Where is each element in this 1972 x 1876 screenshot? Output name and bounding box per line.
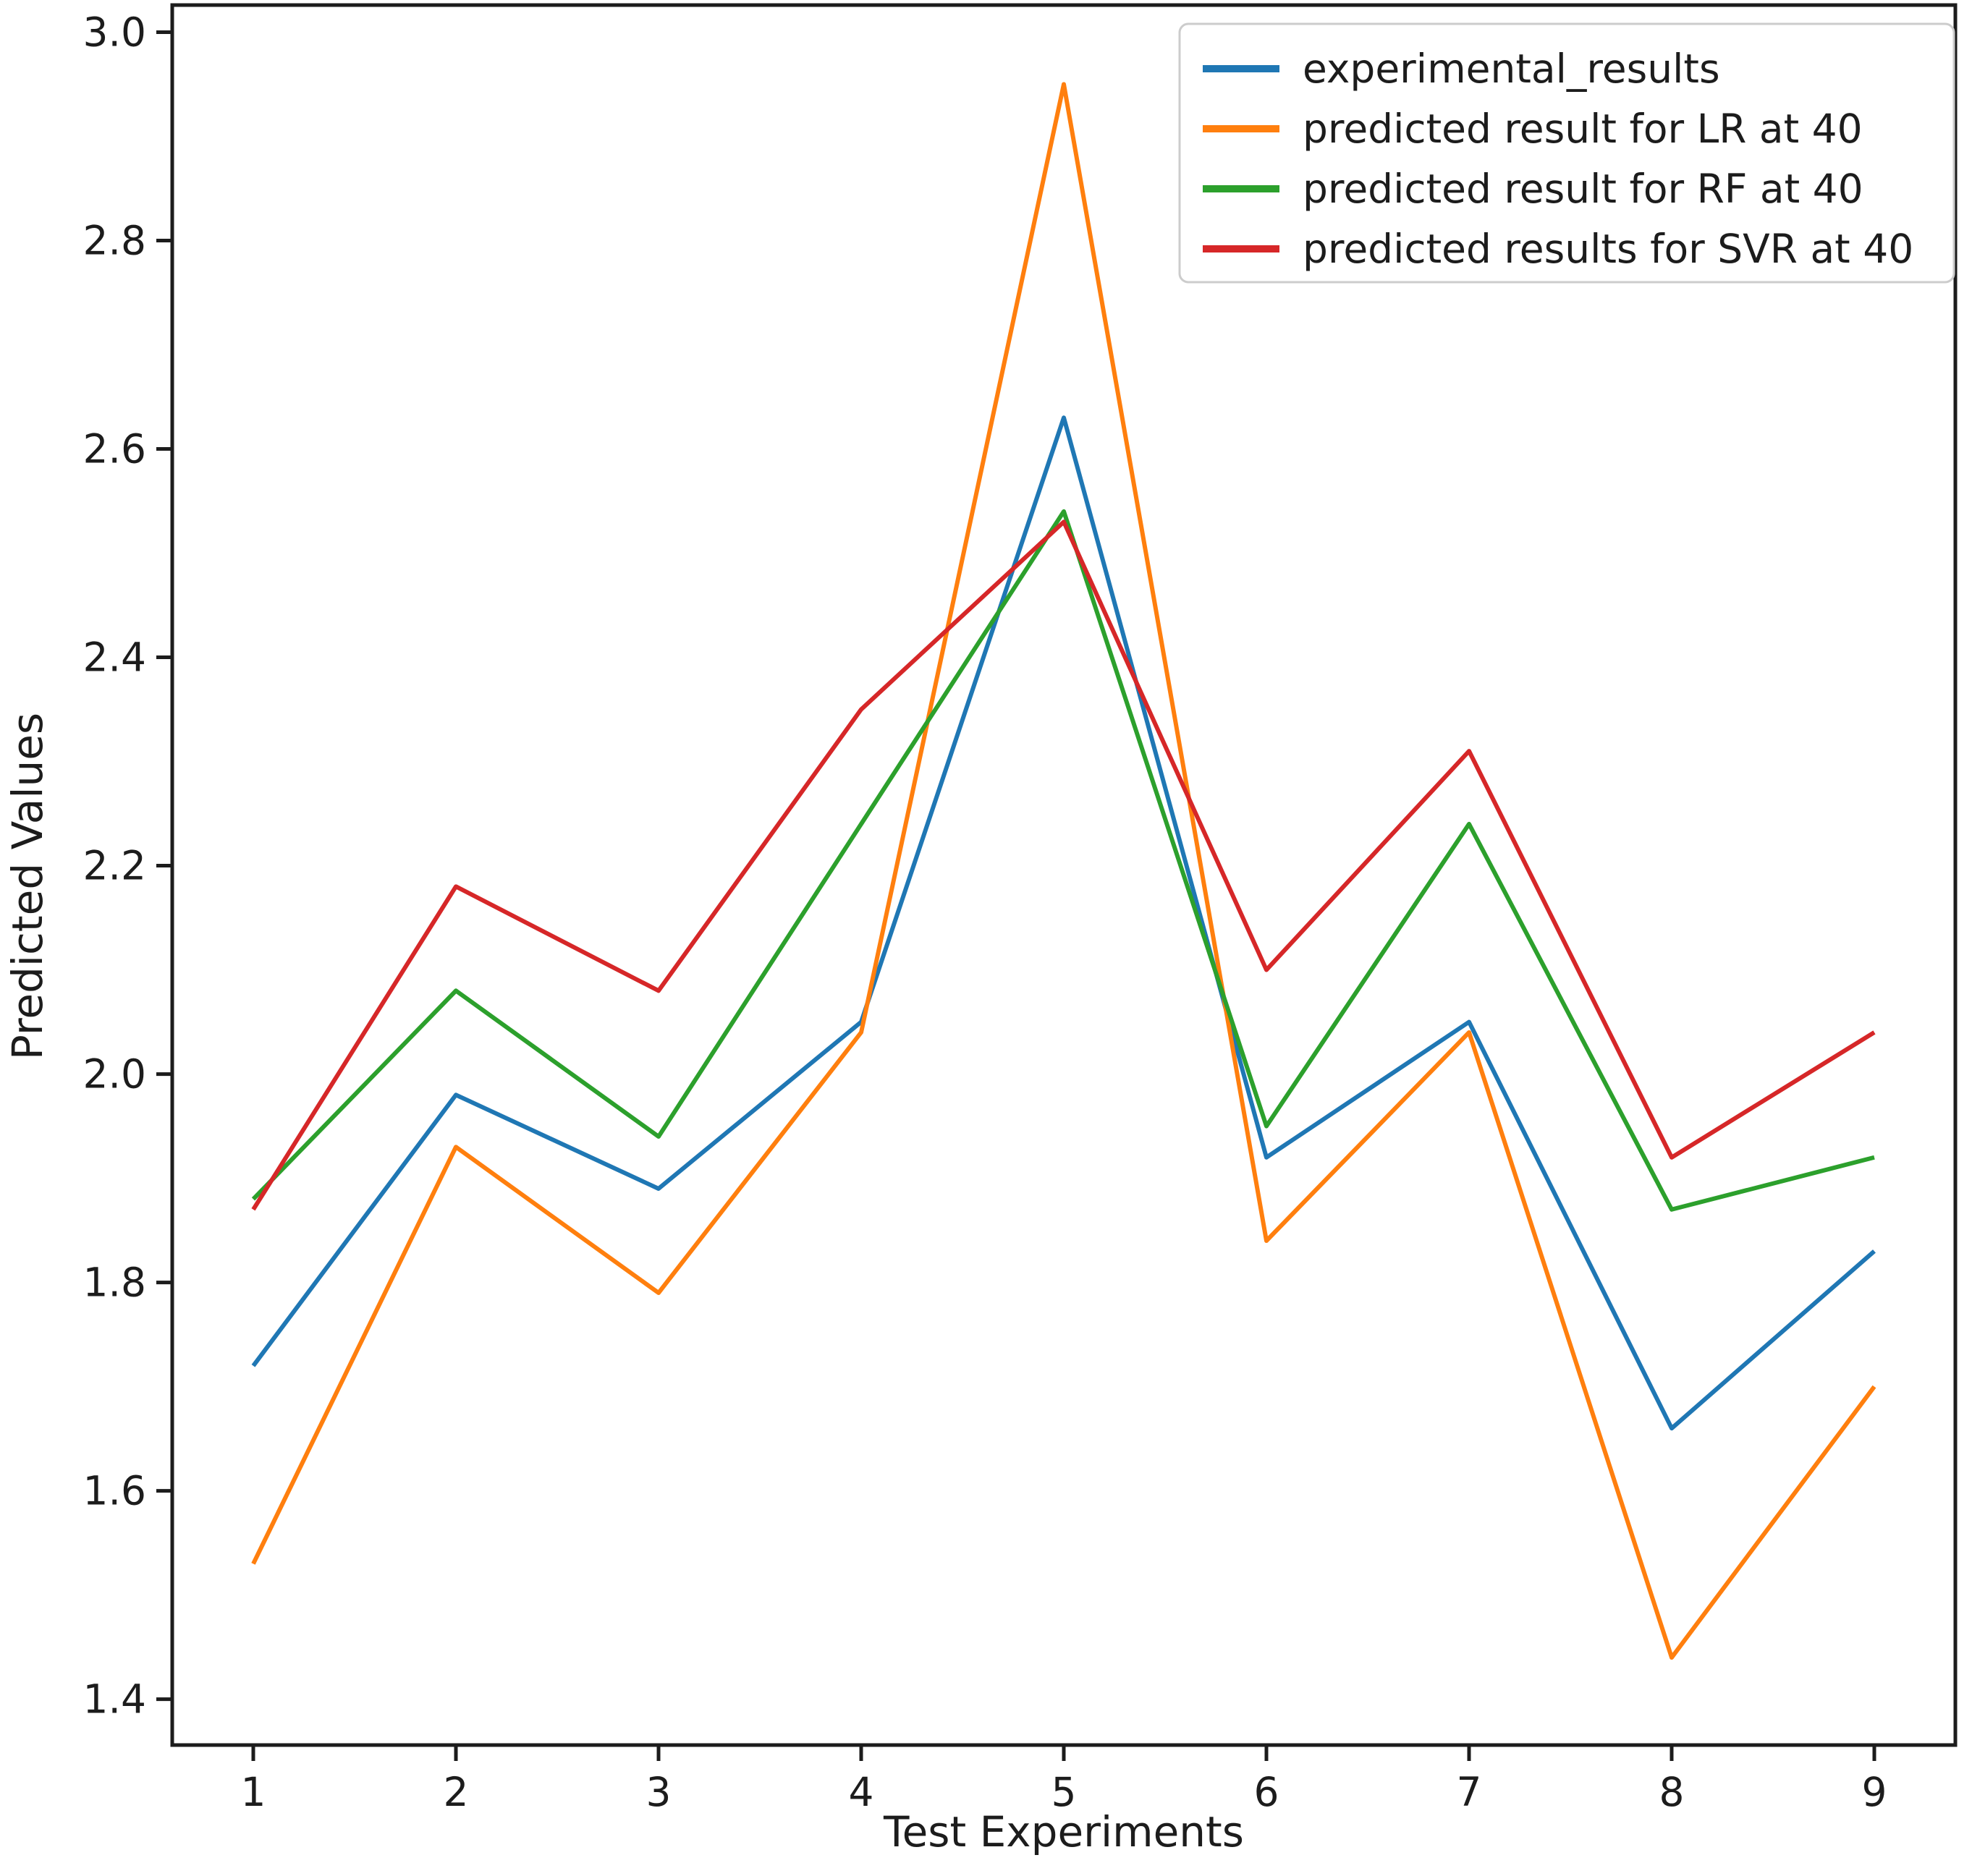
x-tick-label: 6: [1254, 1769, 1279, 1815]
y-tick-label: 2.2: [83, 843, 146, 889]
series-line-2: [251, 509, 1875, 1212]
x-tick-label: 8: [1659, 1769, 1685, 1815]
legend-items: experimental_results predicted result for…: [1203, 46, 1913, 272]
series-line-3: [251, 519, 1876, 1211]
legend-label-2: predicted result for RF at 40: [1303, 166, 1863, 212]
y-axis-ticks: 1.4 1.6 1.8 2.0 2.2 2.4 2.6 2.8 3.0: [83, 9, 172, 1723]
y-tick-label: 2.0: [83, 1051, 146, 1098]
y-tick-label: 2.6: [83, 425, 146, 472]
series-lines: [251, 82, 1876, 1660]
y-tick-label: 2.8: [83, 217, 146, 263]
legend: experimental_results predicted result for…: [1178, 22, 1955, 284]
x-axis-ticks: 1 2 3 4 5 6 7 8 9: [241, 1745, 1887, 1815]
y-tick-label: 3.0: [83, 9, 146, 55]
y-tick-label: 1.8: [83, 1260, 146, 1306]
x-tick-label: 7: [1457, 1769, 1482, 1815]
legend-label-3: predicted results for SVR at 40: [1303, 226, 1913, 272]
y-axis-label: Predicted Values: [3, 713, 52, 1060]
legend-frame: [1178, 22, 1955, 284]
series-line-0: [251, 415, 1876, 1431]
y-tick-label: 2.4: [83, 634, 146, 681]
x-tick-label: 5: [1051, 1769, 1077, 1815]
y-tick-label: 1.4: [83, 1676, 146, 1723]
series-line-1: [251, 82, 1876, 1660]
legend-label-1: predicted result for LR at 40: [1303, 106, 1863, 152]
legend-label-0: experimental_results: [1303, 46, 1720, 92]
y-tick-label: 1.6: [83, 1468, 146, 1514]
x-tick-label: 3: [646, 1769, 672, 1815]
x-tick-label: 2: [444, 1769, 469, 1815]
x-axis-label: Test Experiments: [883, 1807, 1244, 1856]
x-tick-label: 9: [1862, 1769, 1887, 1815]
x-tick-label: 4: [849, 1769, 874, 1815]
x-tick-label: 1: [241, 1769, 266, 1815]
